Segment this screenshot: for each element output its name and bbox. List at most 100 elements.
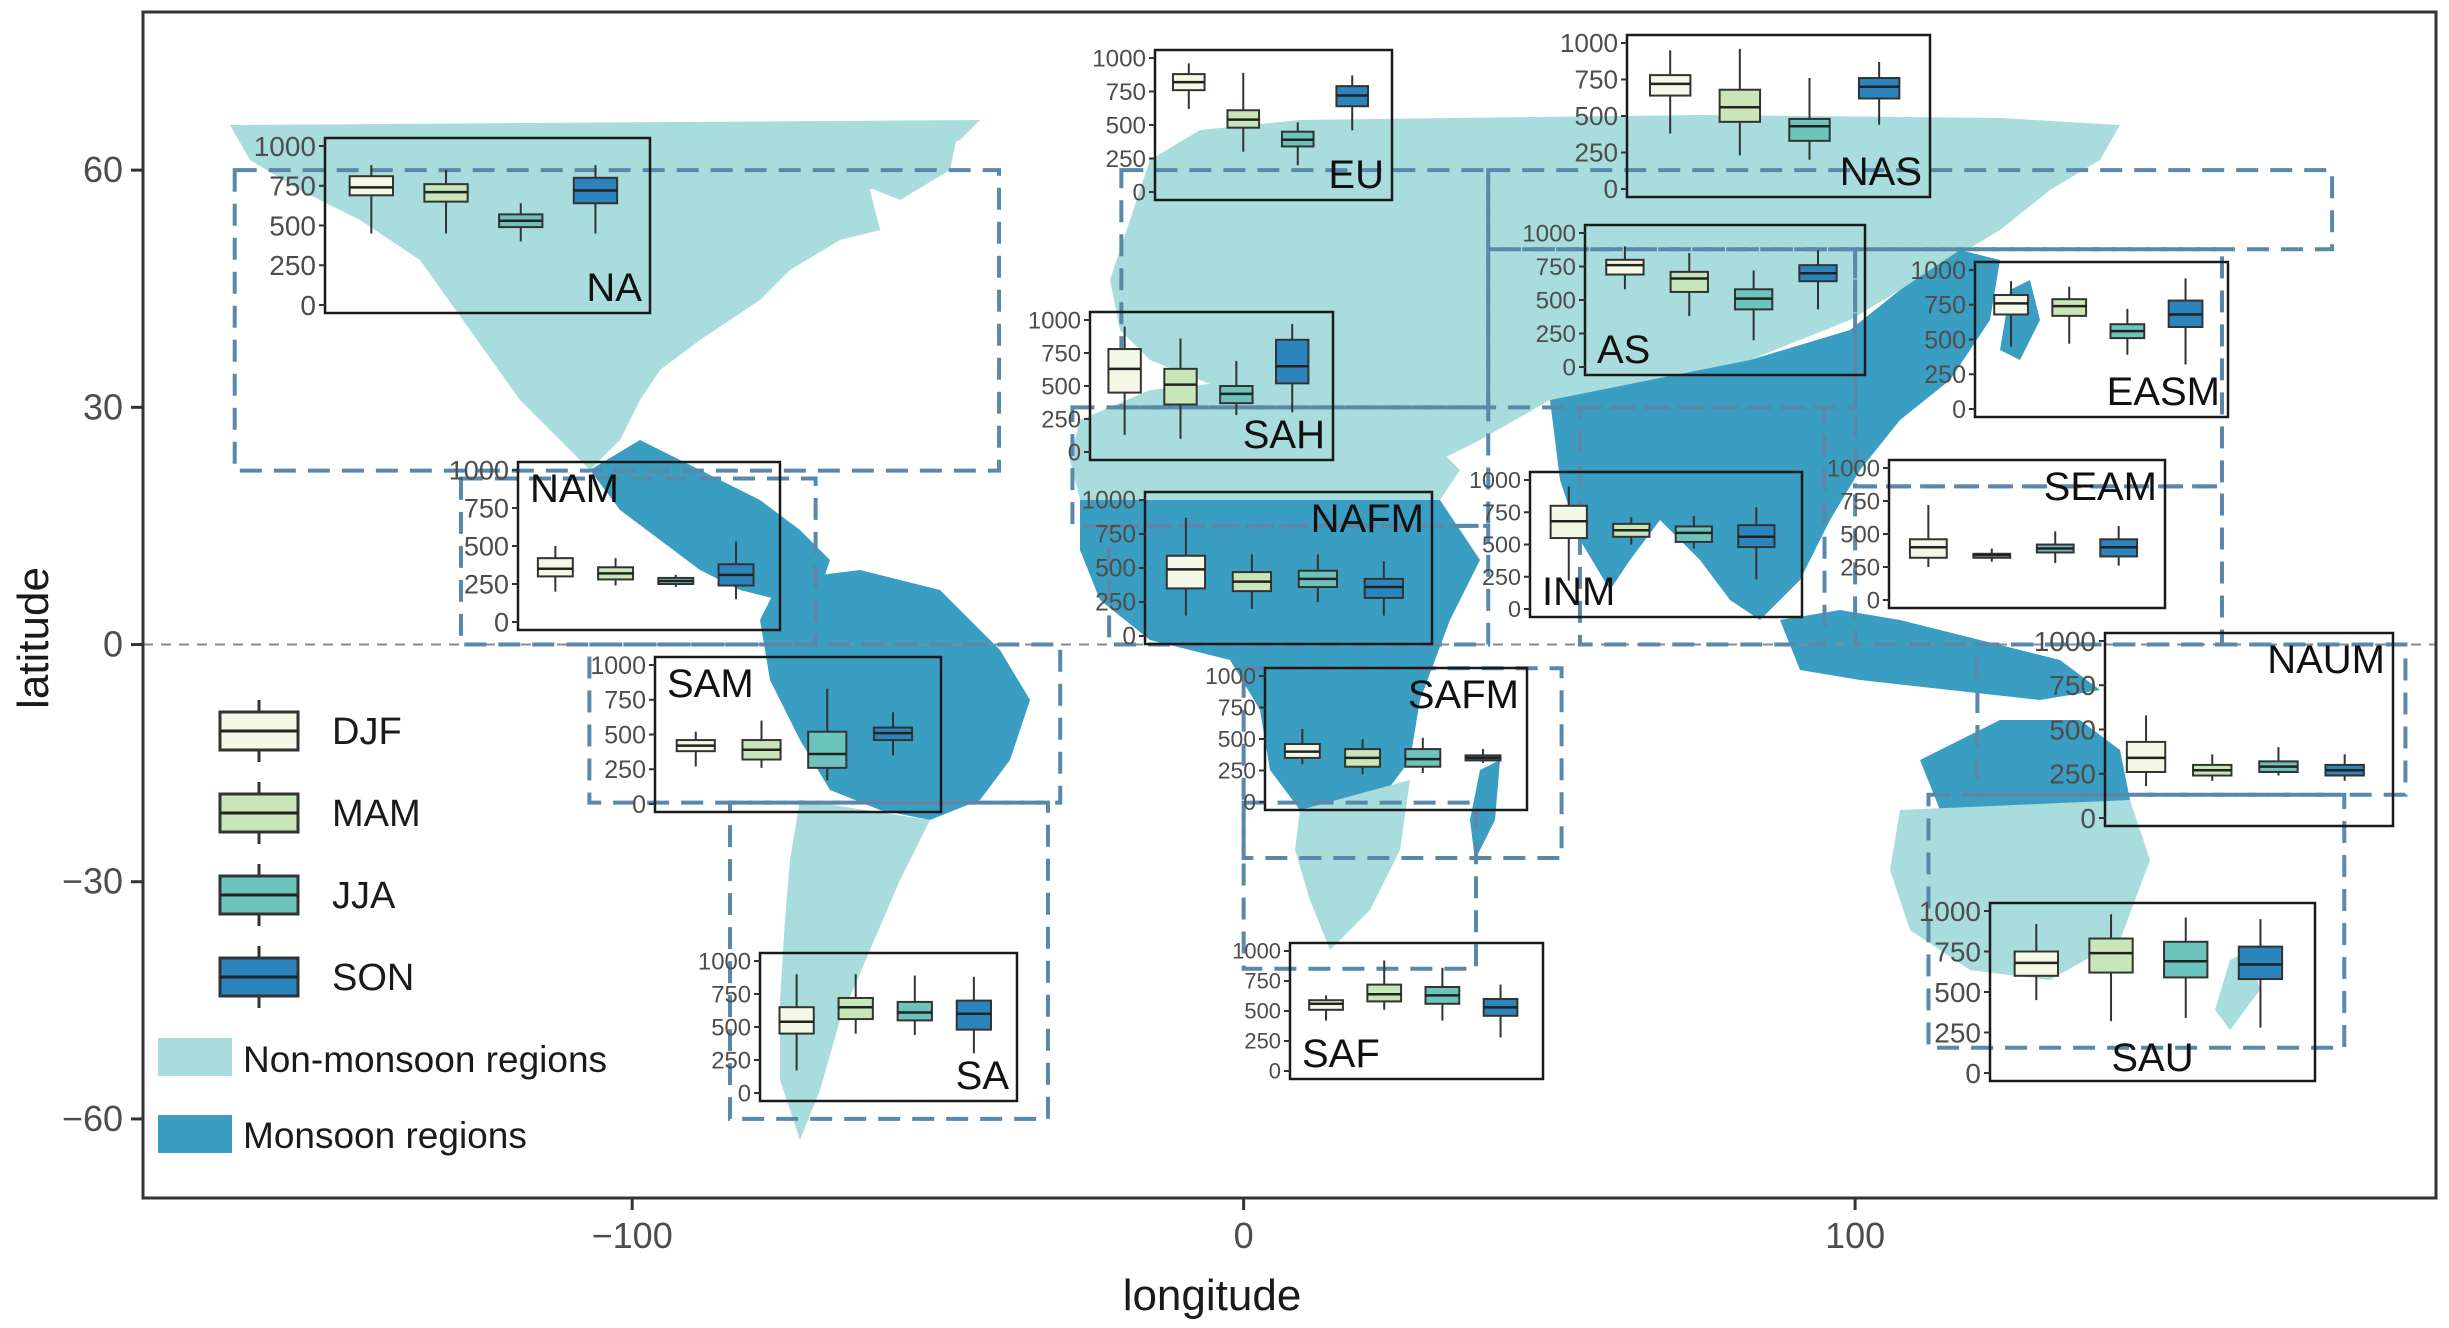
boxplot-inm-jja bbox=[1674, 516, 1713, 549]
region-box-inm bbox=[1577, 405, 1827, 647]
boxplot-na-djf bbox=[348, 165, 394, 234]
inset-tick-label: 1000 bbox=[1081, 488, 1136, 515]
inset-tick-label: 1000 bbox=[1469, 467, 1521, 493]
region-label-safm: SAFM bbox=[1408, 673, 1519, 717]
boxplot-saf-djf bbox=[1308, 995, 1344, 1021]
boxplot-seam-jja bbox=[2035, 531, 2075, 564]
legend-item-djf: DJF bbox=[218, 700, 402, 762]
boxplot-box bbox=[2088, 937, 2134, 974]
boxplot-box bbox=[1165, 554, 1207, 590]
x-axis-title: longitude bbox=[1123, 1271, 1302, 1320]
legend-item-son: SON bbox=[218, 946, 414, 1008]
boxplot-sam-son bbox=[872, 712, 914, 756]
boxplot-box bbox=[1669, 270, 1709, 293]
boxplot-box bbox=[896, 1000, 933, 1022]
inset-tick-label: 750 bbox=[2049, 670, 2096, 701]
boxplot-nam-mam bbox=[597, 558, 635, 586]
region-label-nafm: NAFM bbox=[1311, 497, 1424, 541]
boxplot-na-son bbox=[572, 165, 619, 234]
boxplot-box bbox=[1993, 294, 2029, 316]
inset-tick-label: 750 bbox=[604, 687, 646, 715]
inset-naum: 0 250 500 750 1000 NAUM bbox=[2034, 626, 2395, 834]
region-box-seam bbox=[1853, 484, 2224, 647]
boxplot-as-mam bbox=[1669, 253, 1709, 317]
boxplot-naum-djf bbox=[2125, 715, 2167, 787]
boxplot-box bbox=[807, 730, 848, 769]
inset-na: 0 250 500 750 1000 NA bbox=[254, 131, 652, 321]
boxplot-box bbox=[1363, 577, 1404, 599]
boxplot-box bbox=[2163, 940, 2209, 979]
boxplot-easm-djf bbox=[1993, 281, 2029, 347]
inset-tick-label: 500 bbox=[269, 210, 316, 241]
boxplot-sam-mam bbox=[741, 720, 782, 768]
region-label-sa: SA bbox=[956, 1054, 1010, 1098]
inset-tick-label: 750 bbox=[1095, 522, 1136, 549]
boxplot-sa-djf bbox=[778, 974, 815, 1071]
inset-tick-label: 500 bbox=[1934, 977, 1981, 1008]
inset-tick-label: 250 bbox=[1244, 1029, 1281, 1054]
inset-tick-label: 250 bbox=[1095, 590, 1136, 617]
region-box-safm bbox=[1241, 666, 1564, 861]
inset-tick-label: 500 bbox=[1244, 999, 1281, 1024]
south-america-south-landmass bbox=[780, 800, 930, 1140]
inset-tick-label: 1000 bbox=[1560, 28, 1618, 58]
inset-tick-label: 250 bbox=[464, 568, 509, 599]
inset-tick-label: 0 bbox=[1603, 174, 1618, 204]
legend-label-jja: JJA bbox=[332, 875, 396, 917]
inset-nafm: 0 250 500 750 1000 NAFM bbox=[1081, 488, 1434, 651]
inset-tick-label: 250 bbox=[1218, 758, 1256, 784]
x-tick-label: 0 bbox=[1234, 1215, 1254, 1256]
legend-item-jja: JJA bbox=[218, 864, 396, 926]
boxplot-na-jja bbox=[498, 203, 544, 242]
region-box-naum bbox=[1975, 642, 2408, 797]
inset-tick-label: 750 bbox=[1106, 79, 1146, 106]
inset-tick-label: 1000 bbox=[254, 131, 316, 162]
inset-tick-label: 500 bbox=[1840, 521, 1880, 548]
region-box-saf bbox=[1241, 800, 1478, 971]
region-label-naum: NAUM bbox=[2267, 638, 2385, 682]
inset-tick-label: 1000 bbox=[449, 454, 509, 485]
inset-tick-label: 500 bbox=[711, 1014, 751, 1041]
inset-tick-label: 0 bbox=[1965, 1058, 1981, 1089]
inset-tick-label: 0 bbox=[738, 1080, 751, 1107]
region-box-sah bbox=[1070, 405, 1491, 528]
region-label-sam: SAM bbox=[667, 662, 754, 706]
north-australia-landmass bbox=[1920, 720, 2130, 810]
inset-tick-label: 1000 bbox=[1522, 220, 1576, 247]
boxplot-as-djf bbox=[1605, 246, 1645, 290]
legend-non-monsoon: Non-monsoon regions bbox=[158, 1038, 607, 1080]
boxplot-sau-jja bbox=[2163, 917, 2209, 1018]
asia-monsoon-landmass bbox=[1550, 250, 2000, 620]
boxplot-box bbox=[1275, 338, 1310, 385]
inset-tick-label: 250 bbox=[1574, 138, 1618, 168]
inset-tick-label: 250 bbox=[1934, 1017, 1981, 1048]
region-label-as: AS bbox=[1597, 328, 1650, 372]
boxplot-safm-jja bbox=[1404, 737, 1442, 774]
region-boxes bbox=[232, 168, 2408, 1121]
x-tick-label: 100 bbox=[1825, 1215, 1885, 1256]
inset-tick-label: 500 bbox=[1482, 532, 1521, 558]
inset-tick-label: 1000 bbox=[590, 652, 646, 680]
boxplot-inm-mam bbox=[1612, 517, 1651, 545]
inset-tick-label: 0 bbox=[632, 791, 646, 819]
boxplot-easm-son bbox=[2167, 278, 2204, 365]
inset-tick-label: 250 bbox=[2049, 759, 2096, 790]
inset-tick-label: 250 bbox=[1840, 554, 1880, 581]
inset-tick-label: 750 bbox=[1574, 65, 1618, 95]
boxplot-seam-son bbox=[2099, 526, 2139, 566]
legend-label-djf: DJF bbox=[332, 711, 402, 753]
boxplot-box bbox=[1163, 367, 1198, 406]
y-axis-title: latitude bbox=[9, 567, 58, 709]
inset-tick-label: 0 bbox=[2080, 803, 2096, 834]
inset-tick-label: 250 bbox=[711, 1047, 751, 1074]
boxplot-easm-jja bbox=[2109, 308, 2146, 355]
region-box-na bbox=[232, 168, 1002, 473]
panel-border bbox=[141, 10, 2438, 1200]
boxplot-nas-djf bbox=[1648, 50, 1692, 134]
y-tick-label: 60 bbox=[83, 149, 123, 190]
inset-tick-label: 1000 bbox=[1232, 939, 1281, 964]
region-label-sah: SAH bbox=[1243, 413, 1325, 457]
boxplot-box bbox=[778, 1006, 815, 1035]
inset-tick-label: 1000 bbox=[698, 948, 751, 975]
